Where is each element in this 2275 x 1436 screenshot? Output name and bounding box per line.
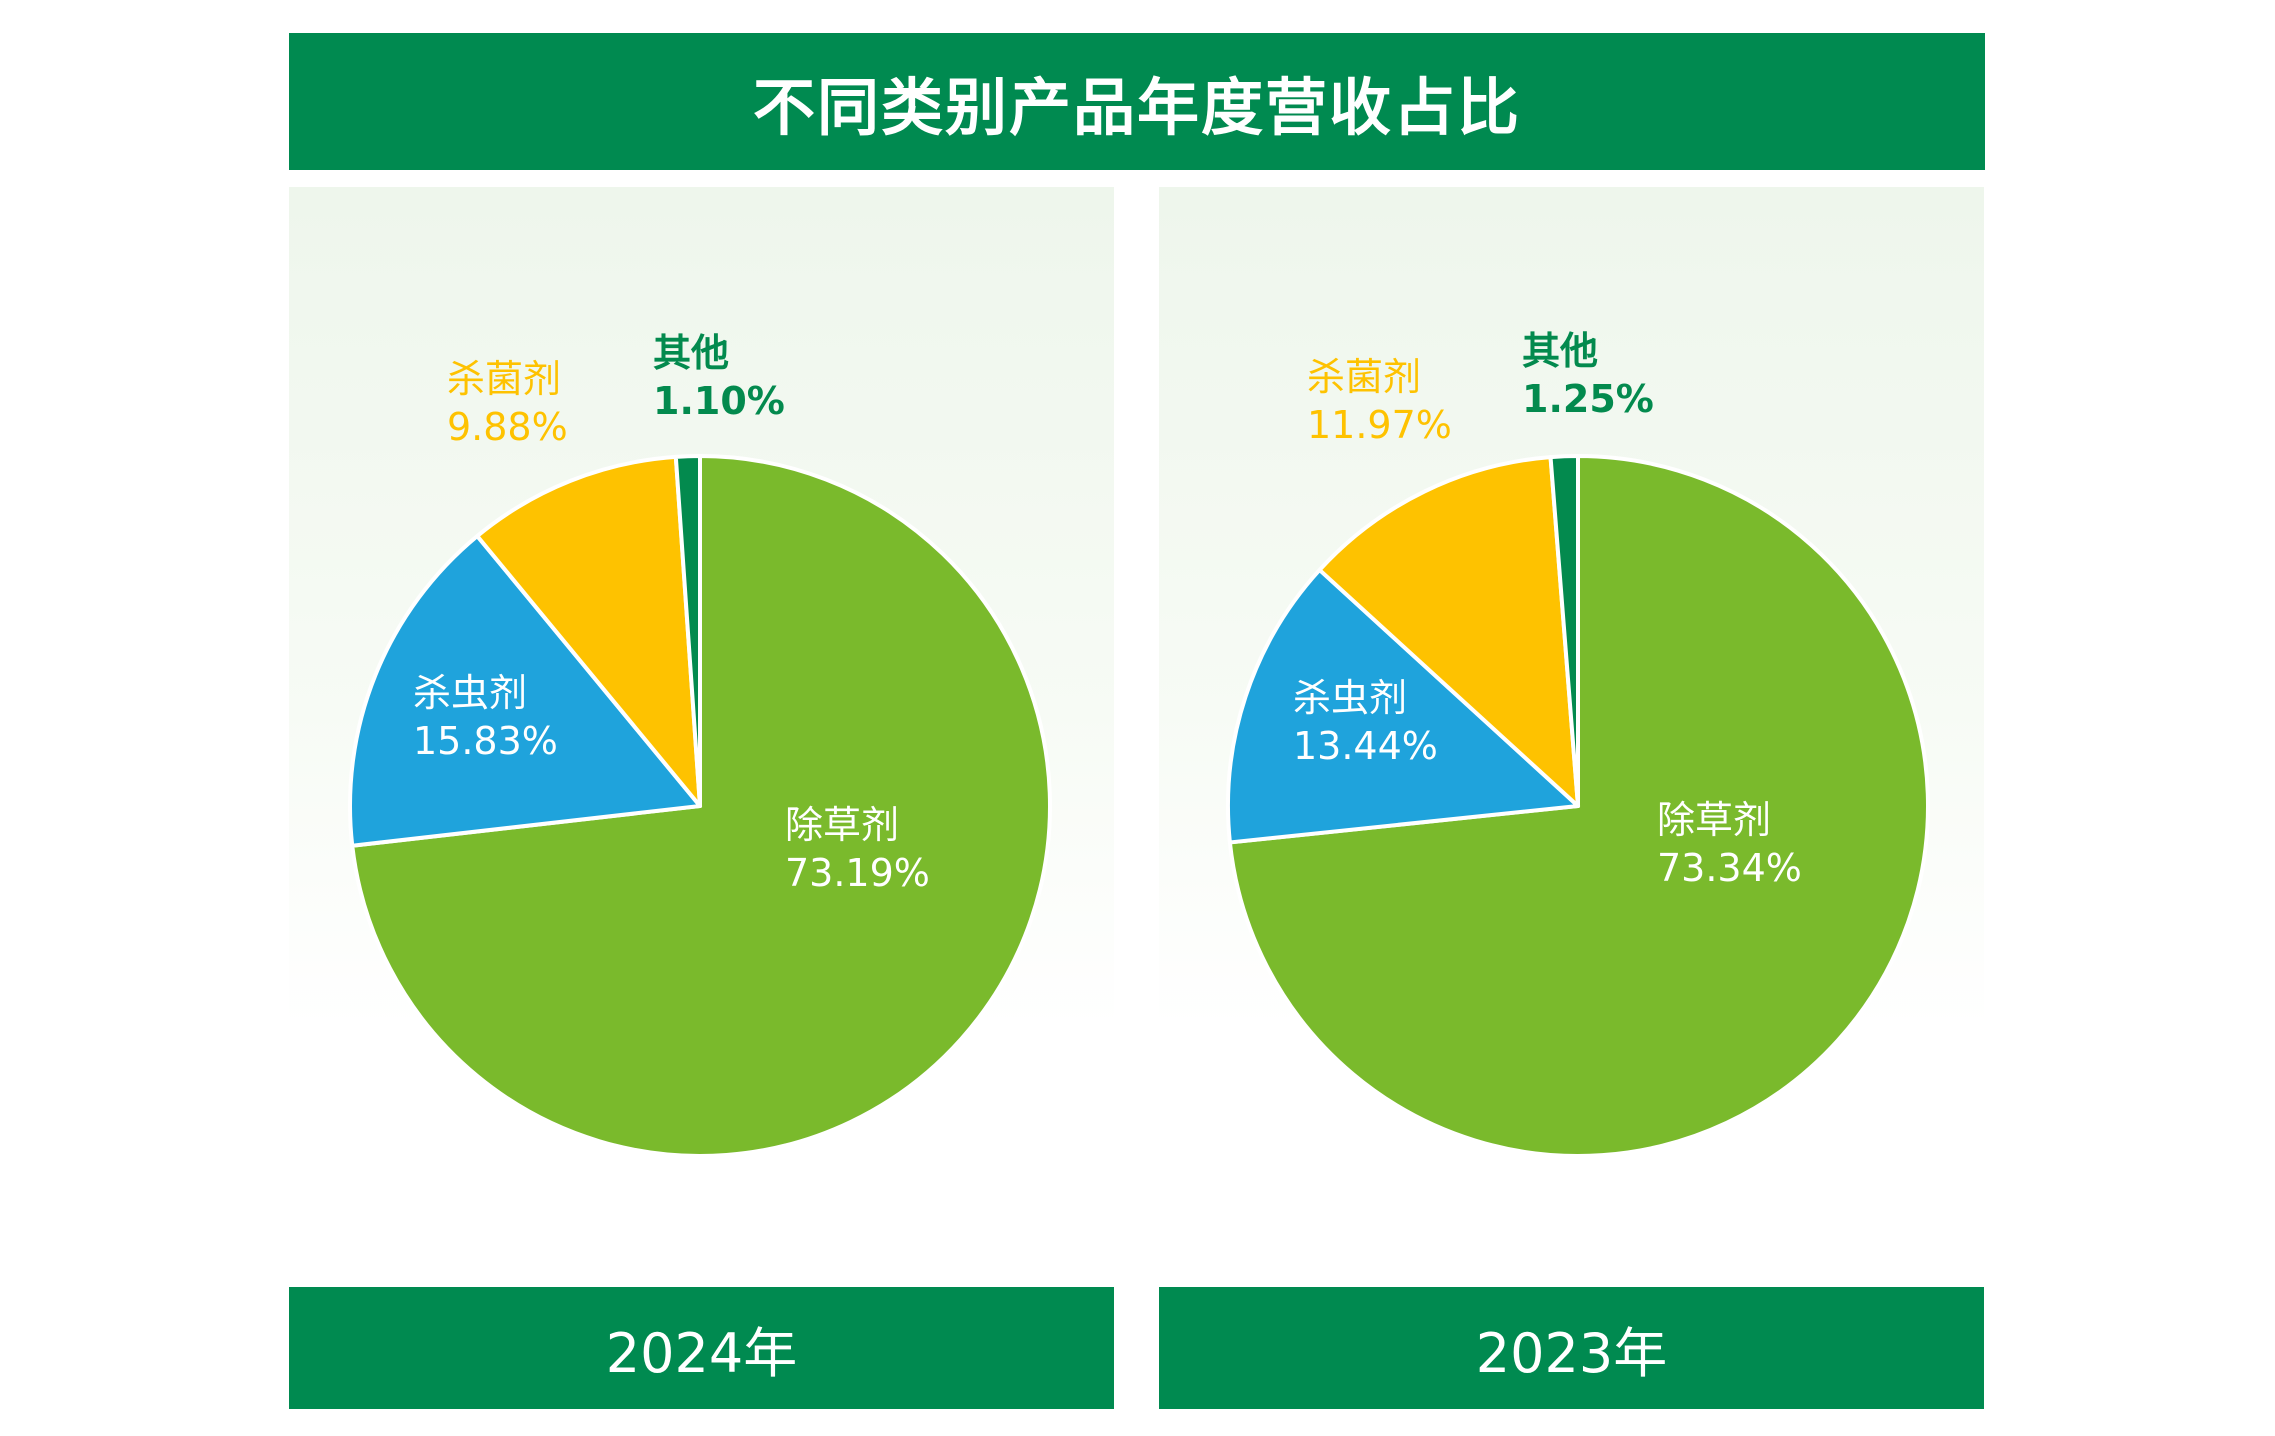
slice-value-fungicide: 9.88% bbox=[447, 405, 568, 449]
slice-value-insecticide: 13.44% bbox=[1293, 724, 1438, 768]
slice-value-herbicide: 73.19% bbox=[785, 851, 930, 895]
slice-value-herbicide: 73.34% bbox=[1657, 846, 1802, 890]
year-label-2023: 2023年 bbox=[1159, 1287, 1984, 1409]
slice-value-other: 1.10% bbox=[653, 379, 785, 423]
pie-slice-fungicide bbox=[1317, 455, 1580, 808]
slice-name-insecticide: 杀虫剂 bbox=[1293, 676, 1407, 720]
pie-slice-insecticide bbox=[348, 534, 702, 848]
slice-name-other: 其他 bbox=[653, 331, 729, 375]
slice-value-insecticide: 15.83% bbox=[413, 719, 558, 763]
pie-slice-insecticide bbox=[1226, 567, 1580, 845]
slice-name-herbicide: 除草剂 bbox=[785, 803, 899, 847]
slice-name-fungicide: 杀菌剂 bbox=[1307, 355, 1421, 399]
pie-slice-fungicide bbox=[475, 454, 702, 808]
year-label-2024: 2024年 bbox=[289, 1287, 1114, 1409]
slice-value-fungicide: 11.97% bbox=[1307, 403, 1452, 447]
slice-name-insecticide: 杀虫剂 bbox=[413, 671, 527, 715]
slice-name-herbicide: 除草剂 bbox=[1657, 798, 1771, 842]
pie-slice-other bbox=[673, 454, 702, 808]
pie-slice-other bbox=[1548, 454, 1580, 808]
slice-name-fungicide: 杀菌剂 bbox=[447, 357, 561, 401]
slice-name-other: 其他 bbox=[1522, 329, 1598, 373]
slice-value-other: 1.25% bbox=[1522, 377, 1654, 421]
chart-title: 不同类别产品年度营收占比 bbox=[289, 33, 1985, 170]
